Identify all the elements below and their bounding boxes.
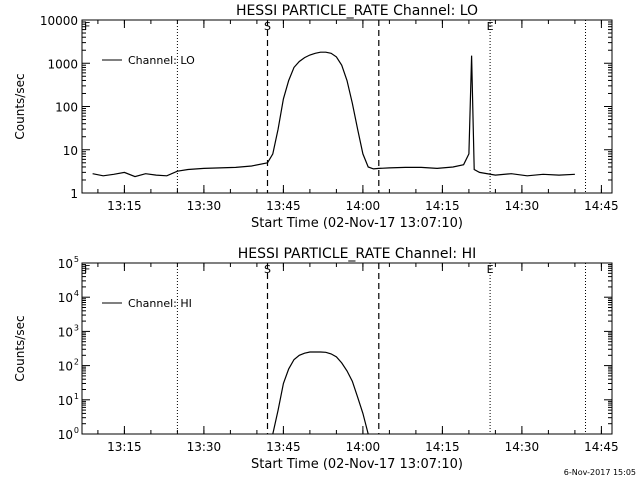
x-tick-label: 13:45 (266, 440, 301, 454)
x-tick-label: 14:30 (505, 199, 540, 213)
chart-panel-2: HESSI PARTICLE_RATE Channel: HI Start Tim… (13, 246, 619, 472)
x-axis-label: Start Time (02-Nov-17 13:07:10) (251, 457, 463, 472)
x-tick-label: 14:30 (505, 440, 540, 454)
y-tick-exponent: 1 (74, 392, 79, 401)
x-tick-label: 13:15 (107, 440, 142, 454)
legend-label: Channel: HI (128, 297, 192, 310)
y-tick-exponent: 0 (74, 426, 79, 435)
x-tick-label: 13:30 (187, 440, 222, 454)
y-tick-label: 1000 (47, 57, 78, 71)
y-tick-label: 10 (58, 428, 73, 442)
x-tick-label: 13:45 (266, 199, 301, 213)
series-line (92, 51, 575, 178)
x-tick-label: 13:15 (107, 199, 142, 213)
x-tick-label: 14:45 (584, 199, 619, 213)
chart-title: HESSI PARTICLE_RATE Channel: HI (238, 246, 476, 262)
x-tick-label: 14:15 (425, 199, 460, 213)
chart-title: HESSI PARTICLE_RATE Channel: LO (236, 3, 478, 19)
x-tick-label: 14:45 (584, 440, 619, 454)
marker-label-F: F (84, 20, 90, 33)
y-tick-exponent: 4 (74, 289, 79, 298)
y-axis-label: Counts/sec (13, 315, 27, 381)
y-tick-exponent: 3 (74, 323, 79, 332)
marker-label-E: E (487, 263, 494, 276)
y-tick-label: 10 (58, 291, 73, 305)
y-axis-label: Counts/sec (13, 73, 27, 139)
marker-label-F: F (84, 263, 90, 276)
marker-label-S: S (264, 263, 271, 276)
y-tick-label: 10 (63, 144, 78, 158)
y-tick-label: 10 (58, 325, 73, 339)
marker-label-E: E (487, 20, 494, 33)
y-tick-exponent: 2 (74, 358, 79, 367)
chart-panel-1: HESSI PARTICLE_RATE Channel: LO Start Tim… (13, 3, 619, 231)
y-tick-label: 10 (58, 257, 73, 271)
x-tick-label: 13:30 (187, 199, 222, 213)
plot-frame (81, 262, 613, 435)
y-tick-label: 10 (58, 394, 73, 408)
footer-timestamp: 6-Nov-2017 15:05 (563, 468, 636, 477)
y-tick-label: 100 (55, 101, 78, 115)
y-tick-label: 10 (58, 360, 73, 374)
series-line (272, 351, 369, 434)
y-tick-exponent: 5 (74, 255, 79, 264)
marker-label-S: S (264, 20, 271, 33)
x-tick-label: 14:00 (346, 199, 381, 213)
plot-frame (81, 19, 613, 194)
x-tick-label: 14:00 (346, 440, 381, 454)
x-tick-label: 14:15 (425, 440, 460, 454)
x-axis-label: Start Time (02-Nov-17 13:07:10) (251, 216, 463, 231)
y-tick-label: 10000 (40, 14, 78, 28)
y-tick-label: 1 (70, 187, 78, 201)
legend-label: Channel: LO (128, 54, 195, 67)
